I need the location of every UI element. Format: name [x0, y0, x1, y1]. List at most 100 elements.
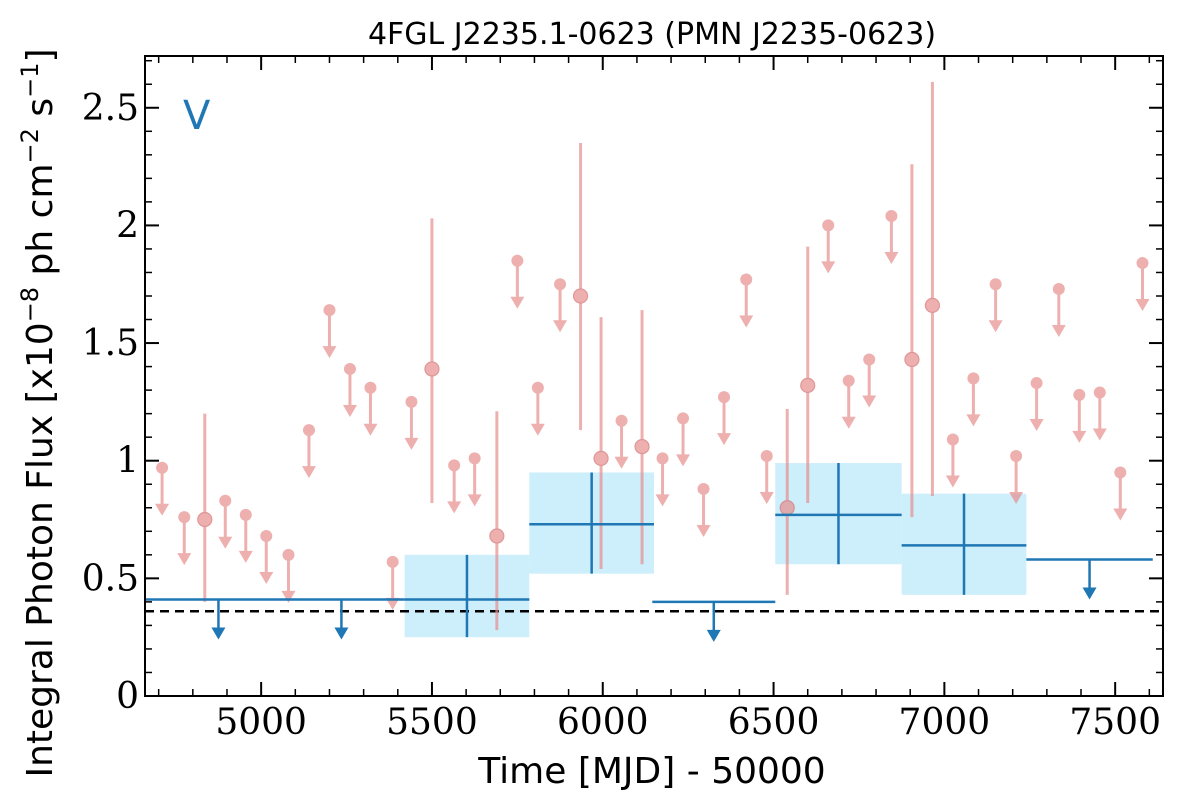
- fine-ul-arrowhead: [988, 320, 1003, 333]
- coarse-ul-arrowhead: [334, 627, 349, 640]
- fine-ul-arrowhead: [447, 501, 462, 514]
- x-tick-label: 7500: [1069, 702, 1161, 743]
- fine-detection: [572, 143, 589, 431]
- fine-upper-limit: [1009, 450, 1024, 504]
- fine-det-marker: [800, 377, 816, 394]
- fine-upper-limit: [342, 362, 357, 417]
- fine-ul-arrowhead: [259, 572, 274, 584]
- fine-ul-arrowhead: [301, 466, 316, 479]
- fine-ul-arrowhead: [322, 346, 337, 359]
- band-label: V: [183, 93, 211, 139]
- fine-detection: [800, 246, 816, 504]
- fine-upper-limit: [821, 219, 836, 274]
- fine-detection: [197, 413, 213, 602]
- fine-ul-arrowhead: [696, 524, 711, 537]
- coarse-points-layer: [145, 463, 1153, 642]
- plot-frame: [144, 55, 1164, 697]
- fine-upper-limit: [862, 353, 877, 408]
- fine-upper-limit: [841, 374, 856, 429]
- fine-upper-limit: [322, 304, 337, 359]
- fine-upper-limit: [1029, 377, 1044, 432]
- fine-upper-limit: [676, 412, 691, 467]
- fine-upper-limit: [404, 395, 419, 450]
- fine-det-marker: [424, 361, 440, 377]
- x-tick-label: 6500: [728, 702, 820, 743]
- fine-ul-arrowhead: [821, 261, 836, 274]
- fine-det-marker: [924, 297, 941, 314]
- x-tick-label: 5500: [386, 702, 478, 743]
- fine-detection: [904, 164, 920, 518]
- x-tick-label: 7000: [899, 702, 991, 743]
- fine-upper-limit: [717, 391, 732, 446]
- x-tick-label: 6000: [557, 702, 649, 743]
- fine-ul-arrowhead: [467, 494, 482, 507]
- y-axis-label-main: Integral Photon Flux [x10: [20, 322, 61, 777]
- fine-upper-limit: [1072, 388, 1087, 443]
- fine-upper-limit: [281, 548, 296, 603]
- y-axis-label: Integral Photon Flux [x10−8 ph cm−2 s−1]: [16, 48, 61, 777]
- fine-upper-limit: [447, 459, 462, 514]
- fine-ul-arrowhead: [1113, 508, 1128, 521]
- fine-upper-limit: [1092, 386, 1107, 441]
- fine-ul-arrowhead: [342, 404, 357, 417]
- y-tick-label: 1.5: [82, 323, 139, 364]
- fine-upper-limit: [218, 494, 233, 549]
- coarse-ul-arrowhead: [706, 629, 721, 642]
- fine-upper-limit: [530, 381, 545, 436]
- fine-ul-arrowhead: [155, 503, 170, 516]
- fine-detection: [924, 81, 941, 496]
- fine-det-marker: [593, 450, 609, 466]
- fine-ul-arrowhead: [717, 433, 732, 446]
- fine-upper-limit: [259, 530, 274, 584]
- fine-detection: [593, 317, 609, 569]
- fine-detection: [489, 411, 505, 631]
- y-tick-label: 0: [116, 676, 139, 717]
- fine-ul-arrowhead: [676, 454, 691, 467]
- coarse-ul-arrowhead: [1082, 587, 1097, 600]
- fine-points-layer: [155, 81, 1150, 631]
- chart-title: 4FGL J2235.1-0623 (PMN J2235-0623): [368, 17, 936, 52]
- fine-ul-arrowhead: [1051, 324, 1066, 337]
- fine-ul-arrowhead: [1029, 419, 1044, 432]
- coarse-ul-arrowhead: [211, 627, 226, 640]
- y-tick-label: 2: [116, 205, 139, 246]
- fine-ul-arrowhead: [1135, 299, 1150, 312]
- fine-upper-limit: [1051, 282, 1066, 337]
- fine-det-marker: [489, 528, 505, 544]
- fine-upper-limit: [363, 381, 378, 436]
- x-axis-label: Time [MJD] - 50000: [477, 751, 825, 792]
- y-axis-label-exp3: −1: [16, 63, 44, 98]
- fine-det-marker: [634, 438, 650, 455]
- fine-ul-arrowhead: [281, 590, 296, 603]
- fine-upper-limit: [614, 414, 629, 469]
- fine-ul-arrowhead: [614, 456, 629, 469]
- y-tick-label: 0.5: [82, 558, 139, 599]
- fine-ul-arrowhead: [884, 252, 899, 264]
- fine-upper-limit: [1113, 466, 1128, 521]
- fine-ul-arrowhead: [510, 296, 525, 309]
- fine-upper-limit: [966, 372, 981, 427]
- x-tick-label: 5000: [215, 702, 307, 743]
- fine-upper-limit: [385, 555, 400, 610]
- fine-upper-limit: [739, 273, 754, 328]
- fine-ul-arrowhead: [218, 536, 233, 549]
- y-axis-label-end: ]: [20, 48, 61, 62]
- fine-ul-arrowhead: [1009, 492, 1024, 504]
- tick-labels: 5000 5500 6000 6500 7000 7500 0 0.5 1 1.5 2 2.5: [82, 88, 1161, 743]
- y-tick-label: 1: [116, 441, 139, 482]
- fine-upper-limit: [1135, 257, 1150, 312]
- fine-ul-arrowhead: [530, 423, 545, 436]
- fine-ul-arrowhead: [739, 315, 754, 328]
- fine-ul-arrowhead: [553, 320, 568, 333]
- fine-upper-limit: [238, 508, 253, 563]
- fine-upper-limit: [301, 424, 316, 479]
- fine-det-marker: [779, 500, 795, 516]
- fine-det-marker: [197, 511, 213, 528]
- fine-upper-limit: [655, 452, 670, 507]
- axes-frame: [144, 55, 1164, 697]
- fine-ul-arrowhead: [966, 414, 981, 427]
- fine-upper-limit: [696, 482, 711, 537]
- fine-upper-limit: [155, 461, 170, 516]
- fine-ul-arrowhead: [404, 437, 419, 450]
